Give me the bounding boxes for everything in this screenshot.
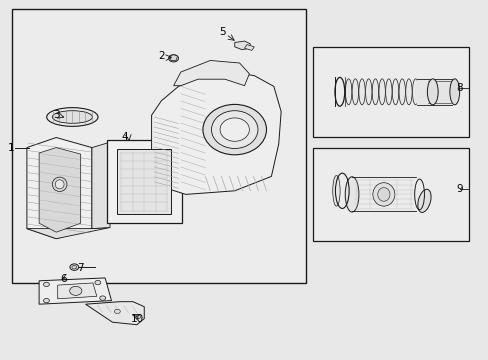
Ellipse shape — [365, 79, 371, 105]
Ellipse shape — [52, 111, 92, 123]
Text: 9: 9 — [455, 184, 462, 194]
Text: 2: 2 — [158, 51, 164, 61]
Polygon shape — [85, 302, 144, 325]
Ellipse shape — [100, 296, 105, 300]
Polygon shape — [234, 41, 250, 50]
Text: 10: 10 — [130, 314, 143, 324]
Ellipse shape — [378, 79, 385, 105]
Ellipse shape — [412, 79, 418, 105]
Ellipse shape — [43, 298, 49, 303]
Ellipse shape — [220, 118, 249, 141]
Ellipse shape — [417, 189, 430, 212]
Text: 5: 5 — [219, 27, 225, 37]
Ellipse shape — [398, 79, 405, 105]
Polygon shape — [169, 55, 177, 60]
Polygon shape — [92, 142, 110, 229]
Ellipse shape — [114, 309, 120, 314]
Ellipse shape — [55, 180, 64, 189]
Ellipse shape — [377, 188, 389, 201]
Ellipse shape — [136, 315, 141, 319]
Ellipse shape — [391, 79, 398, 105]
Text: 6: 6 — [60, 274, 67, 284]
Ellipse shape — [405, 79, 411, 105]
Ellipse shape — [332, 175, 340, 206]
Ellipse shape — [168, 55, 178, 62]
Ellipse shape — [385, 79, 391, 105]
Ellipse shape — [211, 111, 258, 149]
Text: 7: 7 — [77, 263, 84, 273]
Text: 3: 3 — [53, 110, 60, 120]
Ellipse shape — [95, 280, 101, 285]
Polygon shape — [58, 283, 97, 299]
Ellipse shape — [427, 79, 437, 105]
Polygon shape — [27, 228, 110, 239]
Polygon shape — [27, 138, 92, 239]
Ellipse shape — [72, 265, 77, 269]
Text: 8: 8 — [455, 83, 462, 93]
Polygon shape — [117, 149, 171, 214]
Bar — [312, 148, 468, 241]
Text: 4: 4 — [121, 132, 128, 142]
Ellipse shape — [351, 79, 358, 105]
Ellipse shape — [46, 108, 98, 126]
Ellipse shape — [372, 183, 394, 206]
Polygon shape — [39, 148, 81, 232]
Polygon shape — [151, 72, 281, 194]
Ellipse shape — [70, 264, 79, 270]
Ellipse shape — [345, 79, 351, 105]
Ellipse shape — [371, 79, 378, 105]
Ellipse shape — [358, 79, 365, 105]
Ellipse shape — [345, 177, 358, 212]
Polygon shape — [106, 140, 182, 223]
Bar — [12, 9, 305, 283]
Ellipse shape — [43, 282, 49, 287]
Polygon shape — [244, 45, 254, 50]
Ellipse shape — [52, 177, 67, 192]
Ellipse shape — [203, 104, 266, 155]
Ellipse shape — [449, 79, 459, 105]
Polygon shape — [173, 60, 249, 86]
Text: 1: 1 — [7, 143, 14, 153]
Bar — [312, 47, 468, 137]
Polygon shape — [39, 278, 111, 304]
Ellipse shape — [69, 287, 81, 295]
